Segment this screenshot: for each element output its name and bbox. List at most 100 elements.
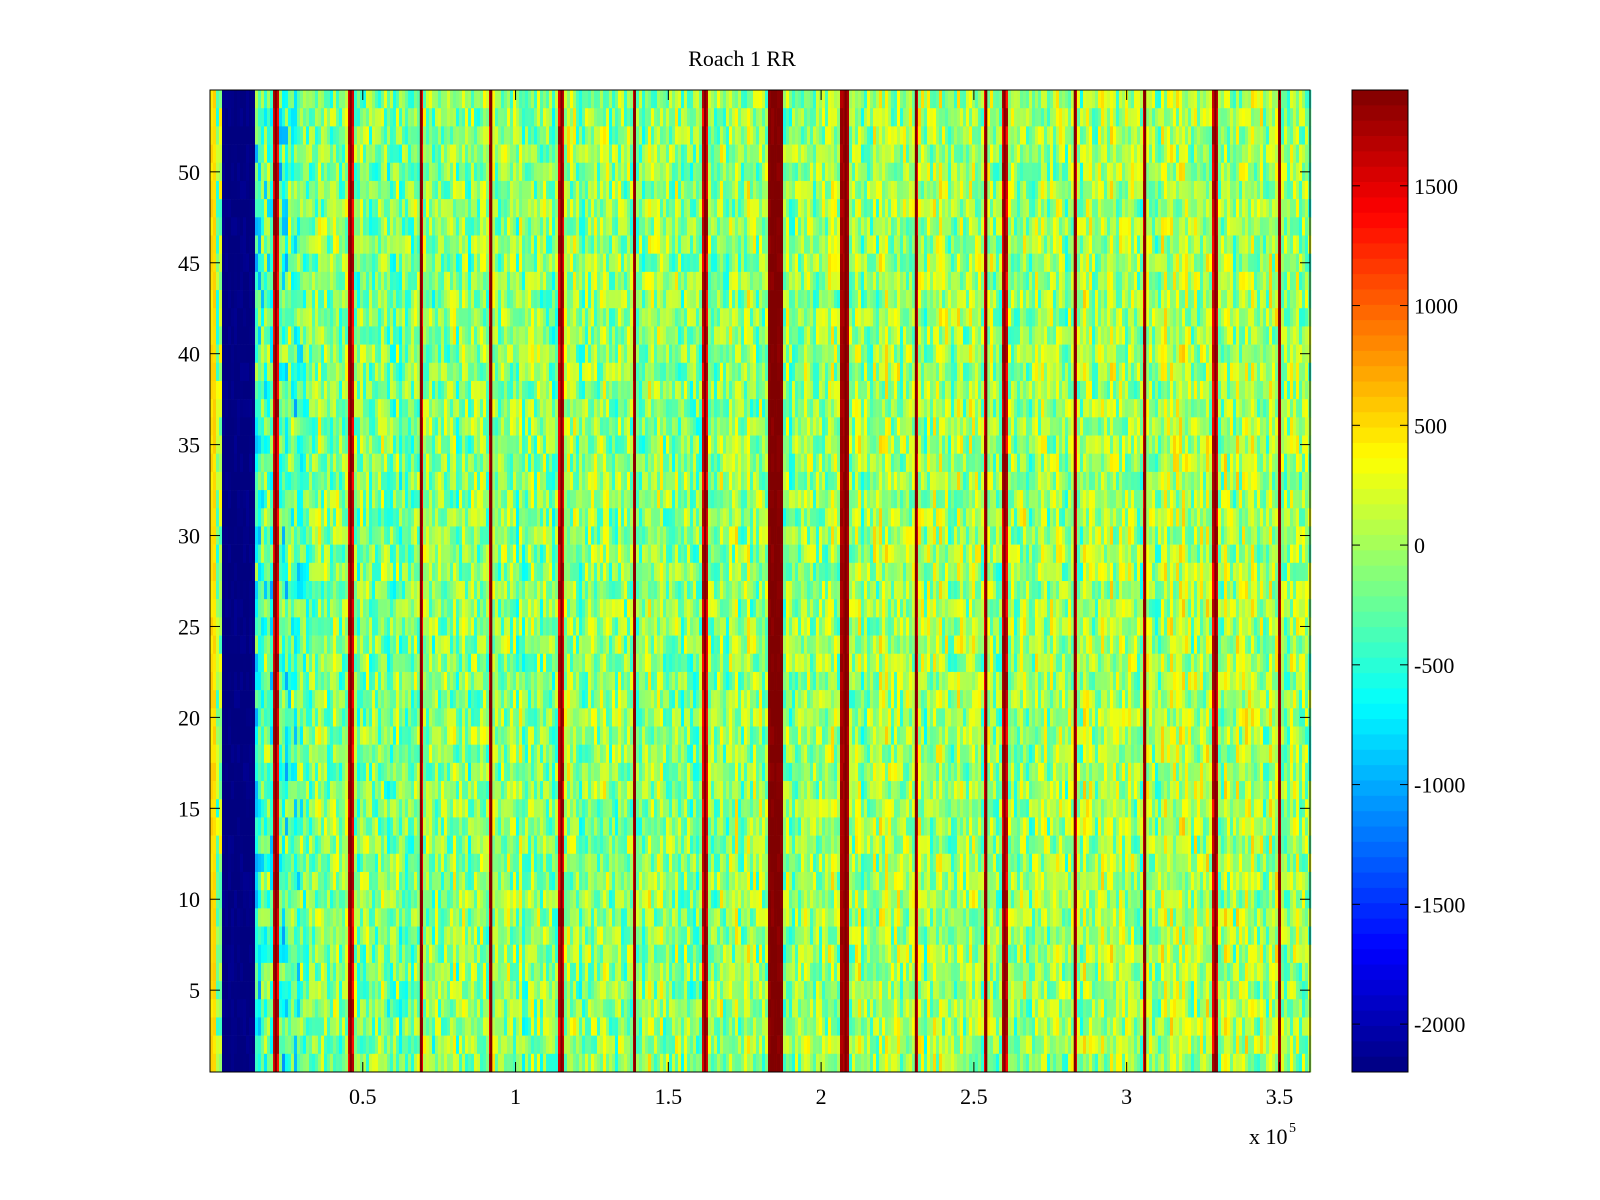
heatmap-cell xyxy=(300,162,304,182)
heatmap-cell xyxy=(237,108,241,127)
heatmap-cell xyxy=(357,744,361,764)
heatmap-cell xyxy=(252,1053,256,1073)
heatmap-cell xyxy=(246,835,250,855)
heatmap-cell xyxy=(456,308,460,327)
heatmap-cell xyxy=(258,217,262,236)
heatmap-cell xyxy=(453,344,457,364)
heatmap-cell xyxy=(402,199,406,218)
heatmap-cell xyxy=(342,508,346,527)
heatmap-cell xyxy=(222,180,226,200)
heatmap-cell xyxy=(369,962,373,982)
heatmap-cell xyxy=(312,344,316,364)
heatmap-cell xyxy=(231,526,235,545)
heatmap-cell xyxy=(288,762,292,782)
heatmap-cell xyxy=(318,162,322,182)
heatmap-cell xyxy=(270,962,274,982)
heatmap-cell xyxy=(309,526,313,545)
heatmap-cell xyxy=(282,581,286,600)
heatmap-cell xyxy=(381,962,385,982)
heatmap-cell xyxy=(441,144,445,164)
heatmap-cell xyxy=(336,635,340,655)
heatmap-cell xyxy=(405,981,409,1000)
heatmap-cell xyxy=(444,108,448,127)
heatmap-cell xyxy=(486,144,490,164)
heatmap-cell xyxy=(303,453,307,473)
heatmap-cell xyxy=(312,90,316,109)
heatmap-cell xyxy=(255,144,259,164)
heatmap-cell xyxy=(435,617,439,636)
heatmap-cell xyxy=(381,617,385,636)
heatmap-cell xyxy=(225,180,229,200)
heatmap-cell xyxy=(474,799,478,818)
heatmap-cell xyxy=(237,326,241,345)
heatmap-cell xyxy=(426,162,430,182)
heatmap-cell xyxy=(312,453,316,473)
heatmap-cell xyxy=(438,999,442,1018)
heatmap-cell xyxy=(378,326,382,345)
heatmap-cell xyxy=(249,981,253,1000)
heatmap-cell xyxy=(444,308,448,327)
heatmap-cell xyxy=(300,180,304,200)
heatmap-cell xyxy=(240,271,244,291)
heatmap-cell xyxy=(423,290,427,309)
heatmap-cell xyxy=(414,471,418,491)
heatmap-cell xyxy=(333,144,337,164)
heatmap-cell xyxy=(222,144,226,164)
heatmap-cell xyxy=(234,744,238,764)
heatmap-cell xyxy=(267,871,271,891)
heatmap-cell xyxy=(300,599,304,618)
heatmap-cell xyxy=(429,690,433,709)
heatmap-cell xyxy=(360,180,364,200)
heatmap-cell xyxy=(249,217,253,236)
heatmap-cell xyxy=(408,399,412,418)
heatmap-cell xyxy=(465,380,469,400)
heatmap-cell xyxy=(309,290,313,309)
heatmap-cell xyxy=(285,853,289,873)
heatmap-cell xyxy=(225,671,229,691)
heatmap-cell xyxy=(468,290,472,309)
heatmap-cell xyxy=(483,90,487,109)
heatmap-cell xyxy=(315,635,319,655)
heatmap-cell xyxy=(462,744,466,764)
heatmap-cell xyxy=(306,471,310,491)
heatmap-cell xyxy=(360,344,364,364)
heatmap-cell xyxy=(402,144,406,164)
heatmap-cell xyxy=(273,162,277,182)
heatmap-cell xyxy=(429,253,433,273)
heatmap-cell xyxy=(447,708,451,727)
heatmap-cell xyxy=(441,453,445,473)
heatmap-cell xyxy=(399,526,403,545)
heatmap-cell xyxy=(261,108,265,127)
heatmap-cell xyxy=(285,817,289,836)
heatmap-cell xyxy=(237,908,241,927)
heatmap-cell xyxy=(474,617,478,636)
heatmap-cell xyxy=(231,817,235,836)
heatmap-cell xyxy=(297,999,301,1018)
heatmap-cell xyxy=(375,544,379,564)
heatmap-cell xyxy=(342,108,346,127)
heatmap-cell xyxy=(231,1035,235,1055)
heatmap-cell xyxy=(282,708,286,727)
heatmap-cell xyxy=(444,544,448,564)
heatmap-cell xyxy=(435,599,439,618)
heatmap-cell xyxy=(378,835,382,855)
heatmap-cell xyxy=(252,871,256,891)
heatmap-cell xyxy=(453,144,457,164)
heatmap-cell xyxy=(258,999,262,1018)
heatmap-cell xyxy=(426,853,430,873)
heatmap-cell xyxy=(390,380,394,400)
heatmap-cell xyxy=(249,162,253,182)
heatmap-cell xyxy=(438,871,442,891)
heatmap-cell xyxy=(210,562,214,582)
heatmap-cell xyxy=(429,944,433,964)
heatmap-cell xyxy=(246,817,250,836)
heatmap-cell xyxy=(249,144,253,164)
heatmap-cell xyxy=(477,235,481,254)
heatmap-cell xyxy=(246,235,250,254)
heatmap-cell xyxy=(480,399,484,418)
heatmap-cell xyxy=(468,144,472,164)
heatmap-cell xyxy=(474,653,478,673)
heatmap-cell xyxy=(300,762,304,782)
heatmap-cell xyxy=(480,599,484,618)
